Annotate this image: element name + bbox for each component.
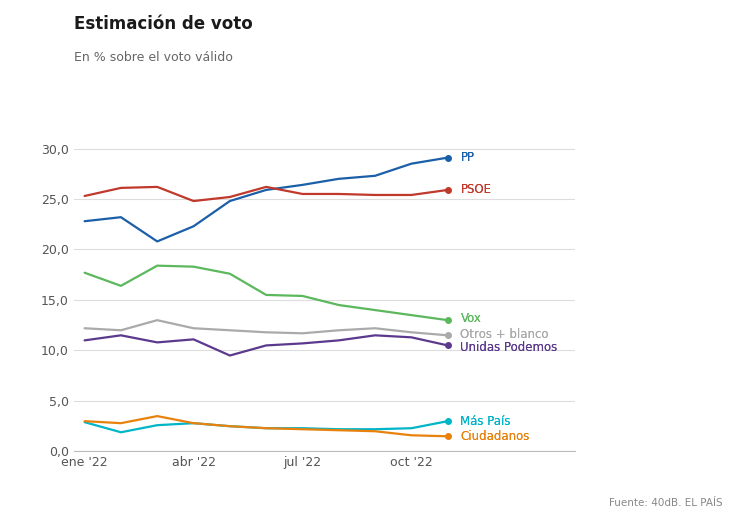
Text: En % sobre el voto válido: En % sobre el voto válido: [74, 51, 233, 64]
Text: Vox: Vox: [461, 312, 481, 325]
Text: Unidas Podemos: Unidas Podemos: [461, 341, 558, 354]
Text: Otros + blanco: Otros + blanco: [461, 328, 549, 341]
Text: Más País: Más País: [461, 415, 511, 428]
Text: Fuente: 40dB. EL PAÍS: Fuente: 40dB. EL PAÍS: [609, 498, 722, 508]
Text: Vox: Vox: [461, 312, 481, 325]
Text: Otros + blanco: Otros + blanco: [461, 328, 549, 341]
Text: PP: PP: [461, 151, 475, 164]
Text: Unidas Podemos: Unidas Podemos: [461, 341, 558, 354]
Text: Ciudadanos: Ciudadanos: [461, 430, 530, 443]
Text: Estimación de voto: Estimación de voto: [74, 15, 253, 33]
Text: PSOE: PSOE: [461, 184, 492, 196]
Text: PSOE: PSOE: [461, 184, 492, 196]
Text: Ciudadanos: Ciudadanos: [461, 430, 530, 443]
Text: PP: PP: [461, 151, 475, 164]
Text: Más País: Más País: [461, 415, 511, 428]
